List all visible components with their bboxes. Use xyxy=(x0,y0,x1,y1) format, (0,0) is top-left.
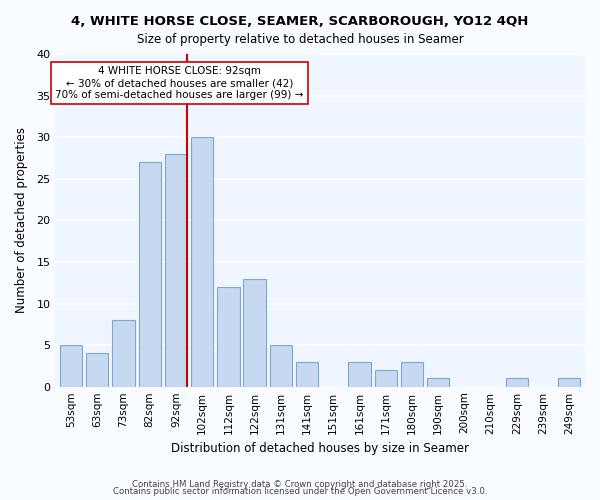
Bar xyxy=(139,162,161,386)
Bar xyxy=(86,354,109,386)
Bar xyxy=(558,378,580,386)
Bar xyxy=(112,320,134,386)
Bar xyxy=(60,345,82,387)
X-axis label: Distribution of detached houses by size in Seamer: Distribution of detached houses by size … xyxy=(171,442,469,455)
Y-axis label: Number of detached properties: Number of detached properties xyxy=(15,128,28,314)
Bar xyxy=(244,278,266,386)
Bar xyxy=(296,362,318,386)
Bar xyxy=(217,287,239,386)
Bar xyxy=(401,362,423,386)
Bar xyxy=(506,378,528,386)
Text: 4, WHITE HORSE CLOSE, SEAMER, SCARBOROUGH, YO12 4QH: 4, WHITE HORSE CLOSE, SEAMER, SCARBOROUG… xyxy=(71,15,529,28)
Text: Size of property relative to detached houses in Seamer: Size of property relative to detached ho… xyxy=(137,32,463,46)
Text: Contains HM Land Registry data © Crown copyright and database right 2025.: Contains HM Land Registry data © Crown c… xyxy=(132,480,468,489)
Text: 4 WHITE HORSE CLOSE: 92sqm
← 30% of detached houses are smaller (42)
70% of semi: 4 WHITE HORSE CLOSE: 92sqm ← 30% of deta… xyxy=(55,66,304,100)
Bar xyxy=(165,154,187,386)
Bar xyxy=(349,362,371,386)
Bar xyxy=(191,137,214,386)
Text: Contains public sector information licensed under the Open Government Licence v3: Contains public sector information licen… xyxy=(113,488,487,496)
Bar xyxy=(374,370,397,386)
Bar xyxy=(427,378,449,386)
Bar xyxy=(269,345,292,387)
